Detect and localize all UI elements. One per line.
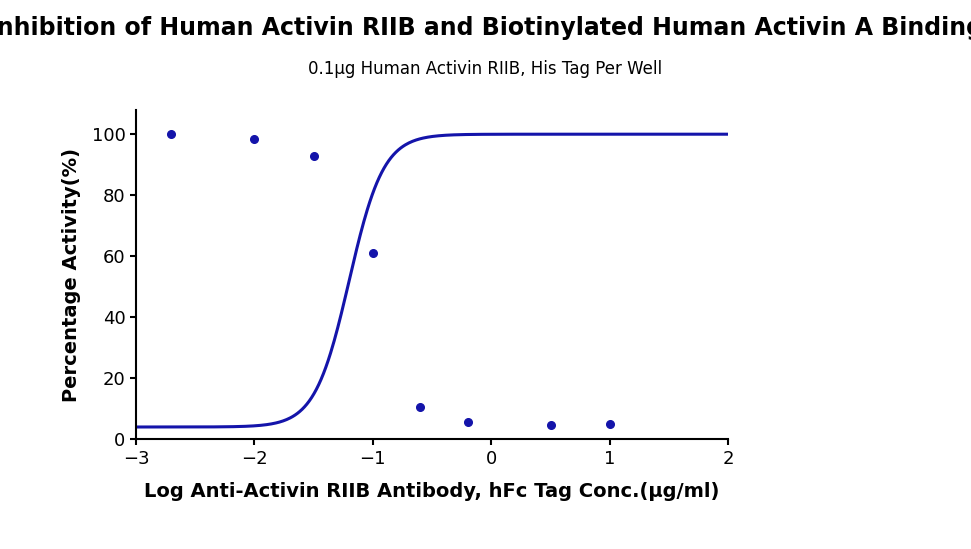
Text: Inhibition of Human Activin RIIB and Biotinylated Human Activin A Binding: Inhibition of Human Activin RIIB and Bio… [0, 16, 971, 41]
Y-axis label: Percentage Activity(%): Percentage Activity(%) [61, 148, 81, 401]
Text: 0.1μg Human Activin RIIB, His Tag Per Well: 0.1μg Human Activin RIIB, His Tag Per We… [309, 60, 662, 79]
X-axis label: Log Anti-Activin RIIB Antibody, hFc Tag Conc.(μg/ml): Log Anti-Activin RIIB Antibody, hFc Tag … [145, 481, 720, 501]
